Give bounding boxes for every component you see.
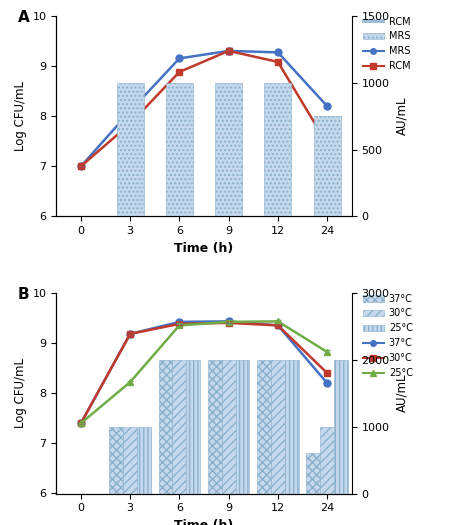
Bar xyxy=(208,360,222,493)
Y-axis label: AU/mL: AU/mL xyxy=(395,97,408,135)
Bar xyxy=(215,82,242,216)
Bar xyxy=(320,427,334,494)
X-axis label: Time (h): Time (h) xyxy=(174,519,234,525)
Bar xyxy=(235,360,250,493)
Bar xyxy=(137,427,151,494)
Bar xyxy=(159,360,173,493)
Bar xyxy=(306,454,320,494)
Bar xyxy=(117,82,144,216)
Bar xyxy=(265,82,291,216)
Text: B: B xyxy=(18,287,30,302)
Bar xyxy=(314,116,340,216)
Bar xyxy=(123,427,137,494)
Y-axis label: AU/mL: AU/mL xyxy=(395,374,408,412)
Y-axis label: Log CFU/mL: Log CFU/mL xyxy=(14,358,27,428)
Legend: 37°C, 30°C, 25°C, 37°C, 30°C, 25°C: 37°C, 30°C, 25°C, 37°C, 30°C, 25°C xyxy=(363,293,413,378)
Bar xyxy=(222,360,235,493)
Bar xyxy=(257,360,271,493)
Bar xyxy=(285,360,299,493)
Bar xyxy=(271,360,285,493)
Text: A: A xyxy=(18,10,30,25)
Bar xyxy=(173,360,186,493)
Bar xyxy=(186,360,200,493)
Y-axis label: Log CFU/mL: Log CFU/mL xyxy=(14,81,27,151)
Bar xyxy=(334,360,348,493)
X-axis label: Time (h): Time (h) xyxy=(174,242,234,255)
Legend: RCM, MRS, MRS, RCM: RCM, MRS, MRS, RCM xyxy=(363,17,410,71)
Bar xyxy=(166,82,193,216)
Bar xyxy=(109,427,123,494)
